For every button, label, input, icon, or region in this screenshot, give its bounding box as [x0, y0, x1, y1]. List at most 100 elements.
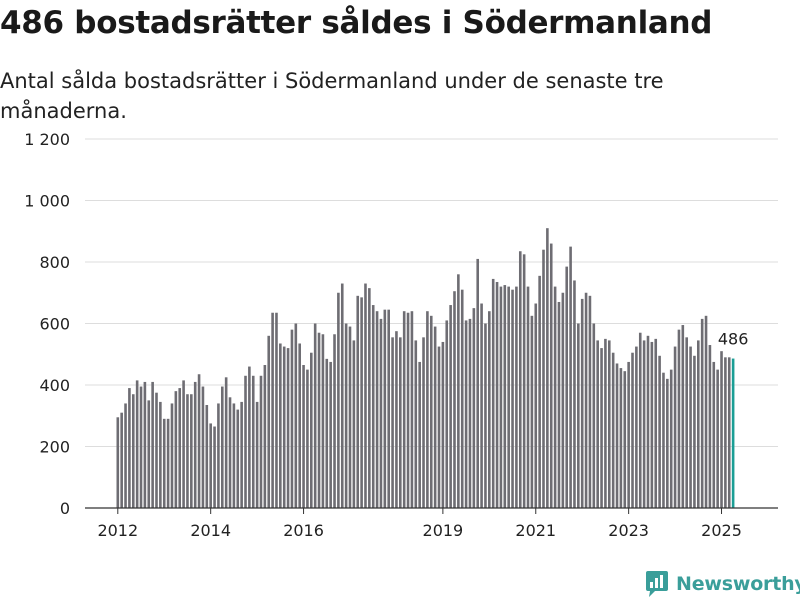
bar: [371, 305, 375, 508]
bar: [538, 275, 541, 508]
bar: [449, 305, 452, 508]
bar: [592, 323, 596, 508]
bar: [441, 341, 445, 508]
bar: [240, 401, 243, 508]
bar: [727, 357, 731, 508]
bar: [124, 403, 127, 508]
bar: [120, 412, 123, 508]
bar: [379, 318, 383, 508]
bar: [697, 340, 700, 508]
bar: [553, 286, 557, 508]
bar: [220, 386, 224, 508]
bar: [596, 340, 599, 508]
bar: [178, 388, 182, 508]
bar: [205, 404, 209, 508]
bar: [642, 340, 646, 508]
bar: [437, 346, 441, 508]
y-tick-label: 600: [39, 315, 70, 334]
bar: [174, 391, 178, 508]
bar: [298, 343, 301, 508]
bar: [433, 326, 437, 508]
bar: [139, 386, 143, 508]
bar: [580, 298, 584, 508]
bar: [217, 403, 220, 508]
bar: [669, 369, 673, 508]
bar: [577, 323, 580, 508]
bar: [549, 243, 553, 509]
bar: [333, 334, 336, 508]
bar: [387, 309, 390, 508]
bar: [658, 355, 661, 508]
bar: [619, 368, 623, 508]
x-tick-label: 2021: [515, 521, 556, 540]
bar: [352, 340, 356, 508]
bar: [565, 266, 569, 508]
bar: [143, 381, 147, 508]
bar: [128, 388, 131, 508]
bar: [685, 337, 688, 508]
bar: [321, 334, 325, 508]
bar: [453, 291, 456, 508]
bar: [302, 365, 305, 508]
bar: [635, 346, 638, 508]
bar: [340, 283, 344, 508]
bar: [693, 355, 696, 508]
bar: [275, 312, 278, 508]
bar: [484, 323, 487, 508]
bar: [190, 394, 193, 508]
bar: [201, 386, 205, 508]
x-tick-label: 2016: [283, 521, 324, 540]
bar: [615, 363, 619, 508]
bar: [151, 381, 154, 508]
bar: [364, 283, 367, 508]
bar: [244, 375, 247, 508]
bar: [159, 401, 162, 508]
bar: [607, 340, 611, 508]
x-tick-label: 2023: [608, 521, 649, 540]
bar: [534, 303, 538, 508]
bar: [313, 323, 317, 508]
bar-latest: [731, 358, 735, 508]
y-tick-label: 1 000: [24, 192, 70, 211]
bar: [116, 417, 120, 508]
bar: [286, 348, 290, 508]
bar: [251, 375, 255, 508]
bar: [282, 346, 286, 508]
bar: [263, 365, 267, 508]
bar: [131, 394, 135, 508]
bar: [488, 311, 491, 508]
bar: [704, 315, 708, 508]
bar: [155, 392, 158, 508]
bar: [495, 281, 499, 508]
bar: [209, 423, 212, 508]
y-tick-label: 800: [39, 253, 70, 272]
bar: [255, 401, 259, 508]
bar: [515, 286, 518, 508]
bar: [627, 361, 630, 508]
y-tick-label: 0: [60, 499, 70, 518]
bar: [600, 348, 603, 508]
bar: [507, 286, 510, 508]
bar: [611, 352, 615, 508]
bar: [162, 418, 166, 508]
newsworthy-chart-icon: [646, 571, 668, 597]
bar: [197, 374, 201, 508]
bar: [267, 335, 271, 508]
bar: [224, 377, 228, 508]
y-axis-labels: 0 200 400 600 800 1 000 1 200: [24, 130, 70, 518]
bar: [689, 346, 692, 508]
bar: [213, 426, 216, 508]
brand-name: Newsworthy: [676, 573, 800, 595]
bars: [116, 228, 735, 509]
bar: [170, 403, 174, 508]
bar: [518, 251, 522, 509]
bar: [406, 312, 410, 508]
bar: [306, 369, 309, 508]
bar: [429, 315, 433, 508]
page-title: 486 bostadsrätter såldes i Södermanland: [0, 5, 713, 41]
bar: [522, 254, 526, 508]
bar: [410, 311, 414, 508]
bar: [426, 311, 429, 508]
y-tick-label: 400: [39, 376, 70, 395]
